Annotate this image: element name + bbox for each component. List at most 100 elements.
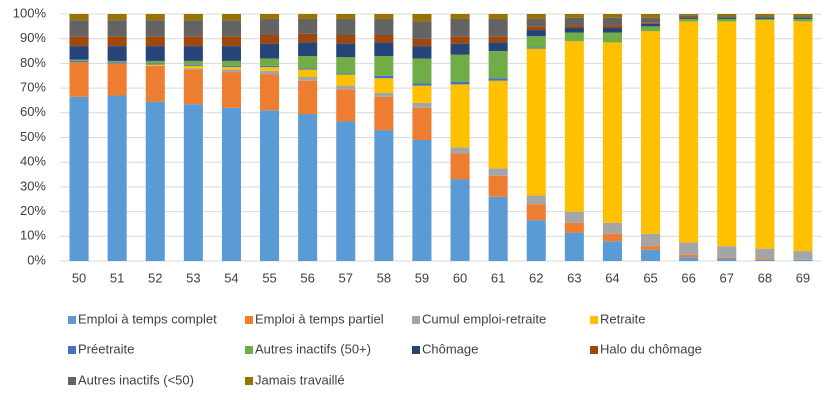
bar-segment bbox=[221, 65, 241, 68]
legend-label: Autres inactifs (50+) bbox=[255, 341, 371, 356]
bar-segment bbox=[145, 46, 165, 61]
bar-segment bbox=[717, 21, 737, 247]
bar-segment bbox=[69, 59, 89, 61]
bar-segment bbox=[145, 36, 165, 47]
bar-segment bbox=[755, 20, 775, 249]
bar-segment bbox=[374, 42, 394, 56]
bar-segment bbox=[298, 14, 318, 19]
bar-segment bbox=[183, 46, 203, 61]
bar-segment bbox=[526, 220, 546, 261]
bar-segment bbox=[107, 95, 127, 261]
bar-segment bbox=[298, 69, 318, 77]
bar-segment bbox=[679, 21, 699, 243]
bar-segment bbox=[717, 246, 737, 258]
bar-segment bbox=[107, 14, 127, 21]
bar-segment bbox=[526, 195, 546, 205]
legend-label: Retraite bbox=[600, 311, 646, 326]
legend-label: Emploi à temps complet bbox=[78, 311, 217, 326]
bar-segment bbox=[488, 196, 508, 261]
x-tick-label: 68 bbox=[758, 270, 772, 285]
bar-segment bbox=[564, 27, 584, 33]
bar-segment bbox=[602, 27, 622, 33]
bar-segment bbox=[336, 85, 356, 90]
bar-segment bbox=[183, 65, 203, 69]
bar-segment bbox=[602, 222, 622, 234]
x-tick-label: 51 bbox=[110, 270, 124, 285]
bar-segment bbox=[450, 18, 470, 37]
bar-segment bbox=[69, 96, 89, 262]
x-tick-label: 66 bbox=[681, 270, 695, 285]
bar-segment bbox=[183, 104, 203, 261]
bar-segment bbox=[488, 42, 508, 52]
bar-segment bbox=[717, 17, 737, 19]
bar-segment bbox=[336, 14, 356, 19]
bar-segment bbox=[221, 46, 241, 61]
bar-segment bbox=[69, 14, 89, 21]
bar-segment bbox=[564, 17, 584, 26]
bar-segment bbox=[450, 54, 470, 82]
bar-segment bbox=[260, 58, 280, 66]
bar-segment bbox=[374, 78, 394, 94]
bar-segment bbox=[488, 51, 508, 79]
legend-swatch bbox=[68, 316, 76, 324]
bar-segment bbox=[145, 64, 165, 66]
bar-segment bbox=[374, 14, 394, 19]
bar-segment bbox=[298, 76, 318, 81]
bar-segment bbox=[221, 69, 241, 73]
bar-segment bbox=[260, 34, 280, 44]
bar-segment bbox=[450, 81, 470, 85]
bar-segment bbox=[412, 83, 432, 86]
bar-segment bbox=[641, 14, 661, 18]
bar-segment bbox=[488, 168, 508, 176]
bar-segment bbox=[450, 14, 470, 19]
bar-segment bbox=[679, 254, 699, 258]
legend-swatch bbox=[412, 316, 420, 324]
bar-segment bbox=[145, 63, 165, 65]
legend-label: Emploi à temps partiel bbox=[255, 311, 384, 326]
bar-segment bbox=[260, 43, 280, 59]
x-tick-label: 60 bbox=[453, 270, 467, 285]
x-tick-label: 57 bbox=[339, 270, 353, 285]
x-tick-label: 59 bbox=[415, 270, 429, 285]
x-tick-label: 67 bbox=[720, 270, 734, 285]
bar-segment bbox=[641, 17, 661, 23]
bar-segment bbox=[679, 242, 699, 255]
bar-segment bbox=[374, 34, 394, 43]
bar-segment bbox=[221, 67, 241, 70]
bar-segment bbox=[564, 32, 584, 42]
bar-segment bbox=[602, 14, 622, 18]
bar-segment bbox=[221, 107, 241, 261]
bar-segment bbox=[336, 57, 356, 74]
bar-segment bbox=[641, 233, 661, 247]
x-tick-label: 65 bbox=[643, 270, 657, 285]
bar-segment bbox=[755, 18, 775, 21]
bar-segment bbox=[412, 85, 432, 103]
legend-swatch bbox=[68, 377, 76, 385]
bar-segment bbox=[602, 25, 622, 28]
bar-segment bbox=[336, 43, 356, 58]
legend-swatch bbox=[68, 346, 76, 354]
bar-segment bbox=[793, 17, 813, 19]
x-tick-label: 55 bbox=[262, 270, 276, 285]
bar-segment bbox=[641, 22, 661, 24]
bar-segment bbox=[755, 16, 775, 18]
bar-segment bbox=[183, 20, 203, 37]
bar-segment bbox=[145, 60, 165, 64]
bar-segment bbox=[336, 18, 356, 35]
y-tick-label: 30% bbox=[20, 178, 46, 193]
bar-segment bbox=[641, 249, 661, 261]
bar-segment bbox=[69, 36, 89, 47]
bar-segment bbox=[221, 72, 241, 108]
bar-segment bbox=[336, 34, 356, 44]
bar-segment bbox=[717, 258, 737, 261]
bar-segment bbox=[374, 55, 394, 76]
x-tick-label: 61 bbox=[491, 270, 505, 285]
bar-segment bbox=[221, 20, 241, 37]
x-tick-label: 56 bbox=[300, 270, 314, 285]
bar-segment bbox=[221, 36, 241, 47]
bar-segment bbox=[450, 36, 470, 44]
bar-segment bbox=[602, 241, 622, 261]
bar-segment bbox=[412, 102, 432, 108]
bar-segment bbox=[183, 14, 203, 21]
